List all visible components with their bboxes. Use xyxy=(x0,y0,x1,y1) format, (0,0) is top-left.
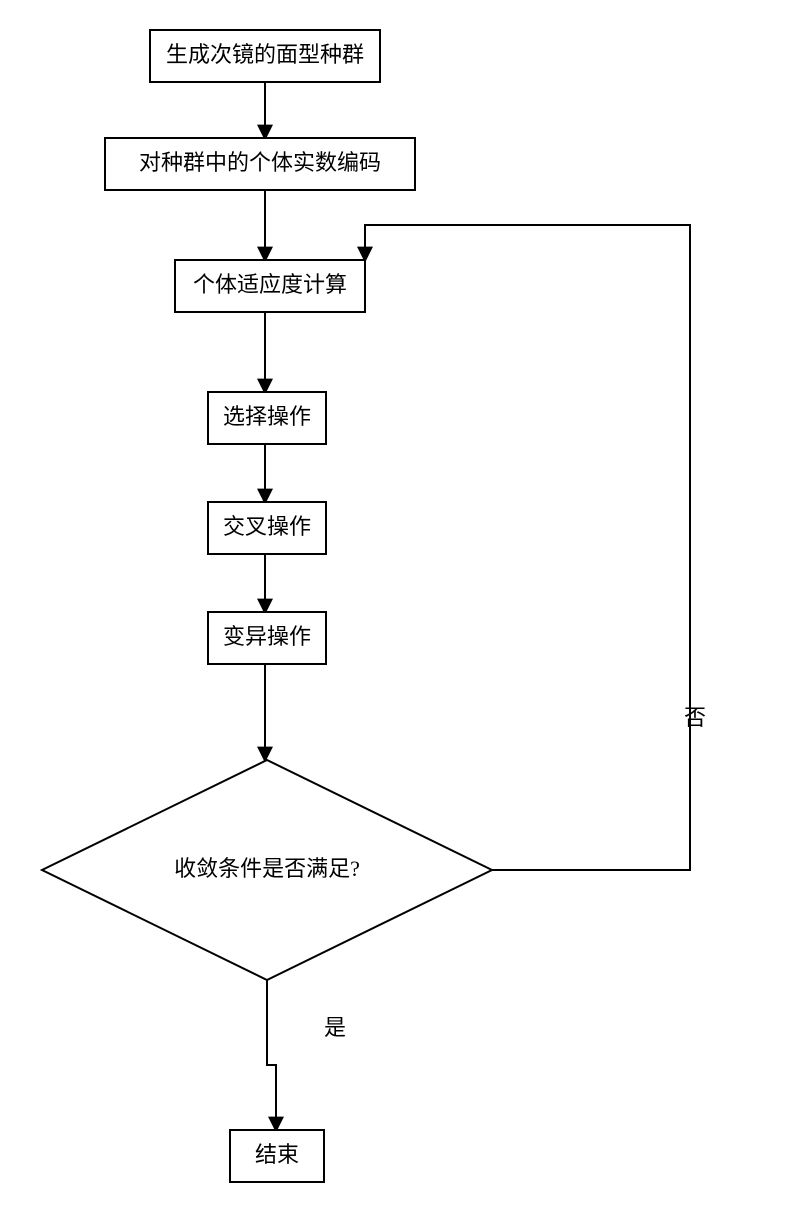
branch-label-no: 否 xyxy=(684,705,706,730)
node-d-label: 收敛条件是否满足? xyxy=(174,856,360,881)
node-n4-label: 选择操作 xyxy=(223,404,311,429)
node-n5-label: 交叉操作 xyxy=(223,514,311,539)
branch-label-yes: 是 xyxy=(324,1015,346,1040)
edge-d-n3 xyxy=(365,225,690,870)
node-n3-label: 个体适应度计算 xyxy=(193,272,347,297)
node-n2-label: 对种群中的个体实数编码 xyxy=(139,150,381,175)
node-n6-label: 变异操作 xyxy=(223,624,311,649)
node-n7-label: 结束 xyxy=(255,1142,299,1167)
edge-d-n7 xyxy=(267,980,276,1130)
node-n1-label: 生成次镜的面型种群 xyxy=(166,42,364,67)
